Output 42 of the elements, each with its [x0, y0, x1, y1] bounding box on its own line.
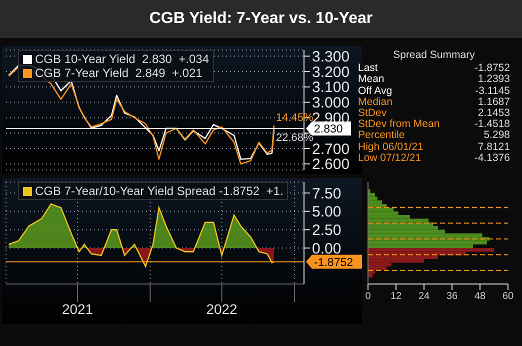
category-label: High 06/01/21	[358, 140, 424, 153]
y-tick-label: 2.50	[312, 222, 342, 240]
x-tick-label: 2022	[206, 300, 238, 317]
category-label: StDev	[358, 107, 387, 120]
y-tick-label: 3.300	[312, 48, 350, 66]
text: 1.1687	[478, 96, 510, 108]
x-tick-label: 0	[365, 291, 372, 302]
y-tick-label: 2.600	[312, 156, 350, 174]
y-tick-label: 0.00	[312, 240, 342, 258]
y-tick-label: 3.000	[312, 94, 350, 112]
text: 7.8121	[478, 140, 510, 153]
text: 5.298	[484, 129, 510, 142]
category-label: Off Avg	[358, 84, 392, 97]
category-label: Last	[358, 62, 378, 74]
legend-label: CGB 7-Year Yield 2.849 +.021	[35, 66, 202, 80]
text: -3.1145	[475, 84, 510, 97]
chart-title: CGB Yield: 7-Year vs. 10-Year	[0, 0, 522, 38]
text: -1.4518	[474, 118, 510, 130]
x-tick-label: 60	[502, 291, 514, 302]
x-tick-label: 36	[446, 291, 458, 302]
category-label: StDev from Mean	[358, 118, 440, 130]
x-tick-label: 48	[474, 291, 486, 302]
ref-line-label: -1.8752	[314, 256, 354, 269]
category-label: Percentile	[358, 129, 405, 142]
category-label: Mean	[358, 73, 384, 86]
category-label: Median	[358, 96, 392, 108]
text: Spread Summary	[392, 49, 476, 62]
legend-label: CGB 7-Year/10-Year Yield Spread -1.8752 +1.	[35, 184, 284, 198]
text: -1.8752	[474, 62, 510, 74]
y-tick-label: 3.100	[312, 79, 350, 96]
x-tick-label: 2021	[62, 300, 94, 317]
text: 2.1453	[478, 107, 510, 120]
y-tick-label: 3.200	[312, 64, 350, 81]
text: 1.2393	[478, 73, 510, 86]
text: -4.1376	[474, 152, 510, 164]
x-tick-label: 24	[418, 291, 430, 302]
x-tick-label: 12	[390, 291, 402, 302]
legend-label: CGB 10-Year Yield 2.830 +.034	[35, 52, 210, 66]
y-tick-label: 5.00	[312, 204, 342, 221]
category-label: Low 07/12/21	[358, 152, 422, 164]
y-tick-label: 7.50	[312, 185, 342, 202]
y-tick-label: 2.700	[312, 140, 350, 158]
